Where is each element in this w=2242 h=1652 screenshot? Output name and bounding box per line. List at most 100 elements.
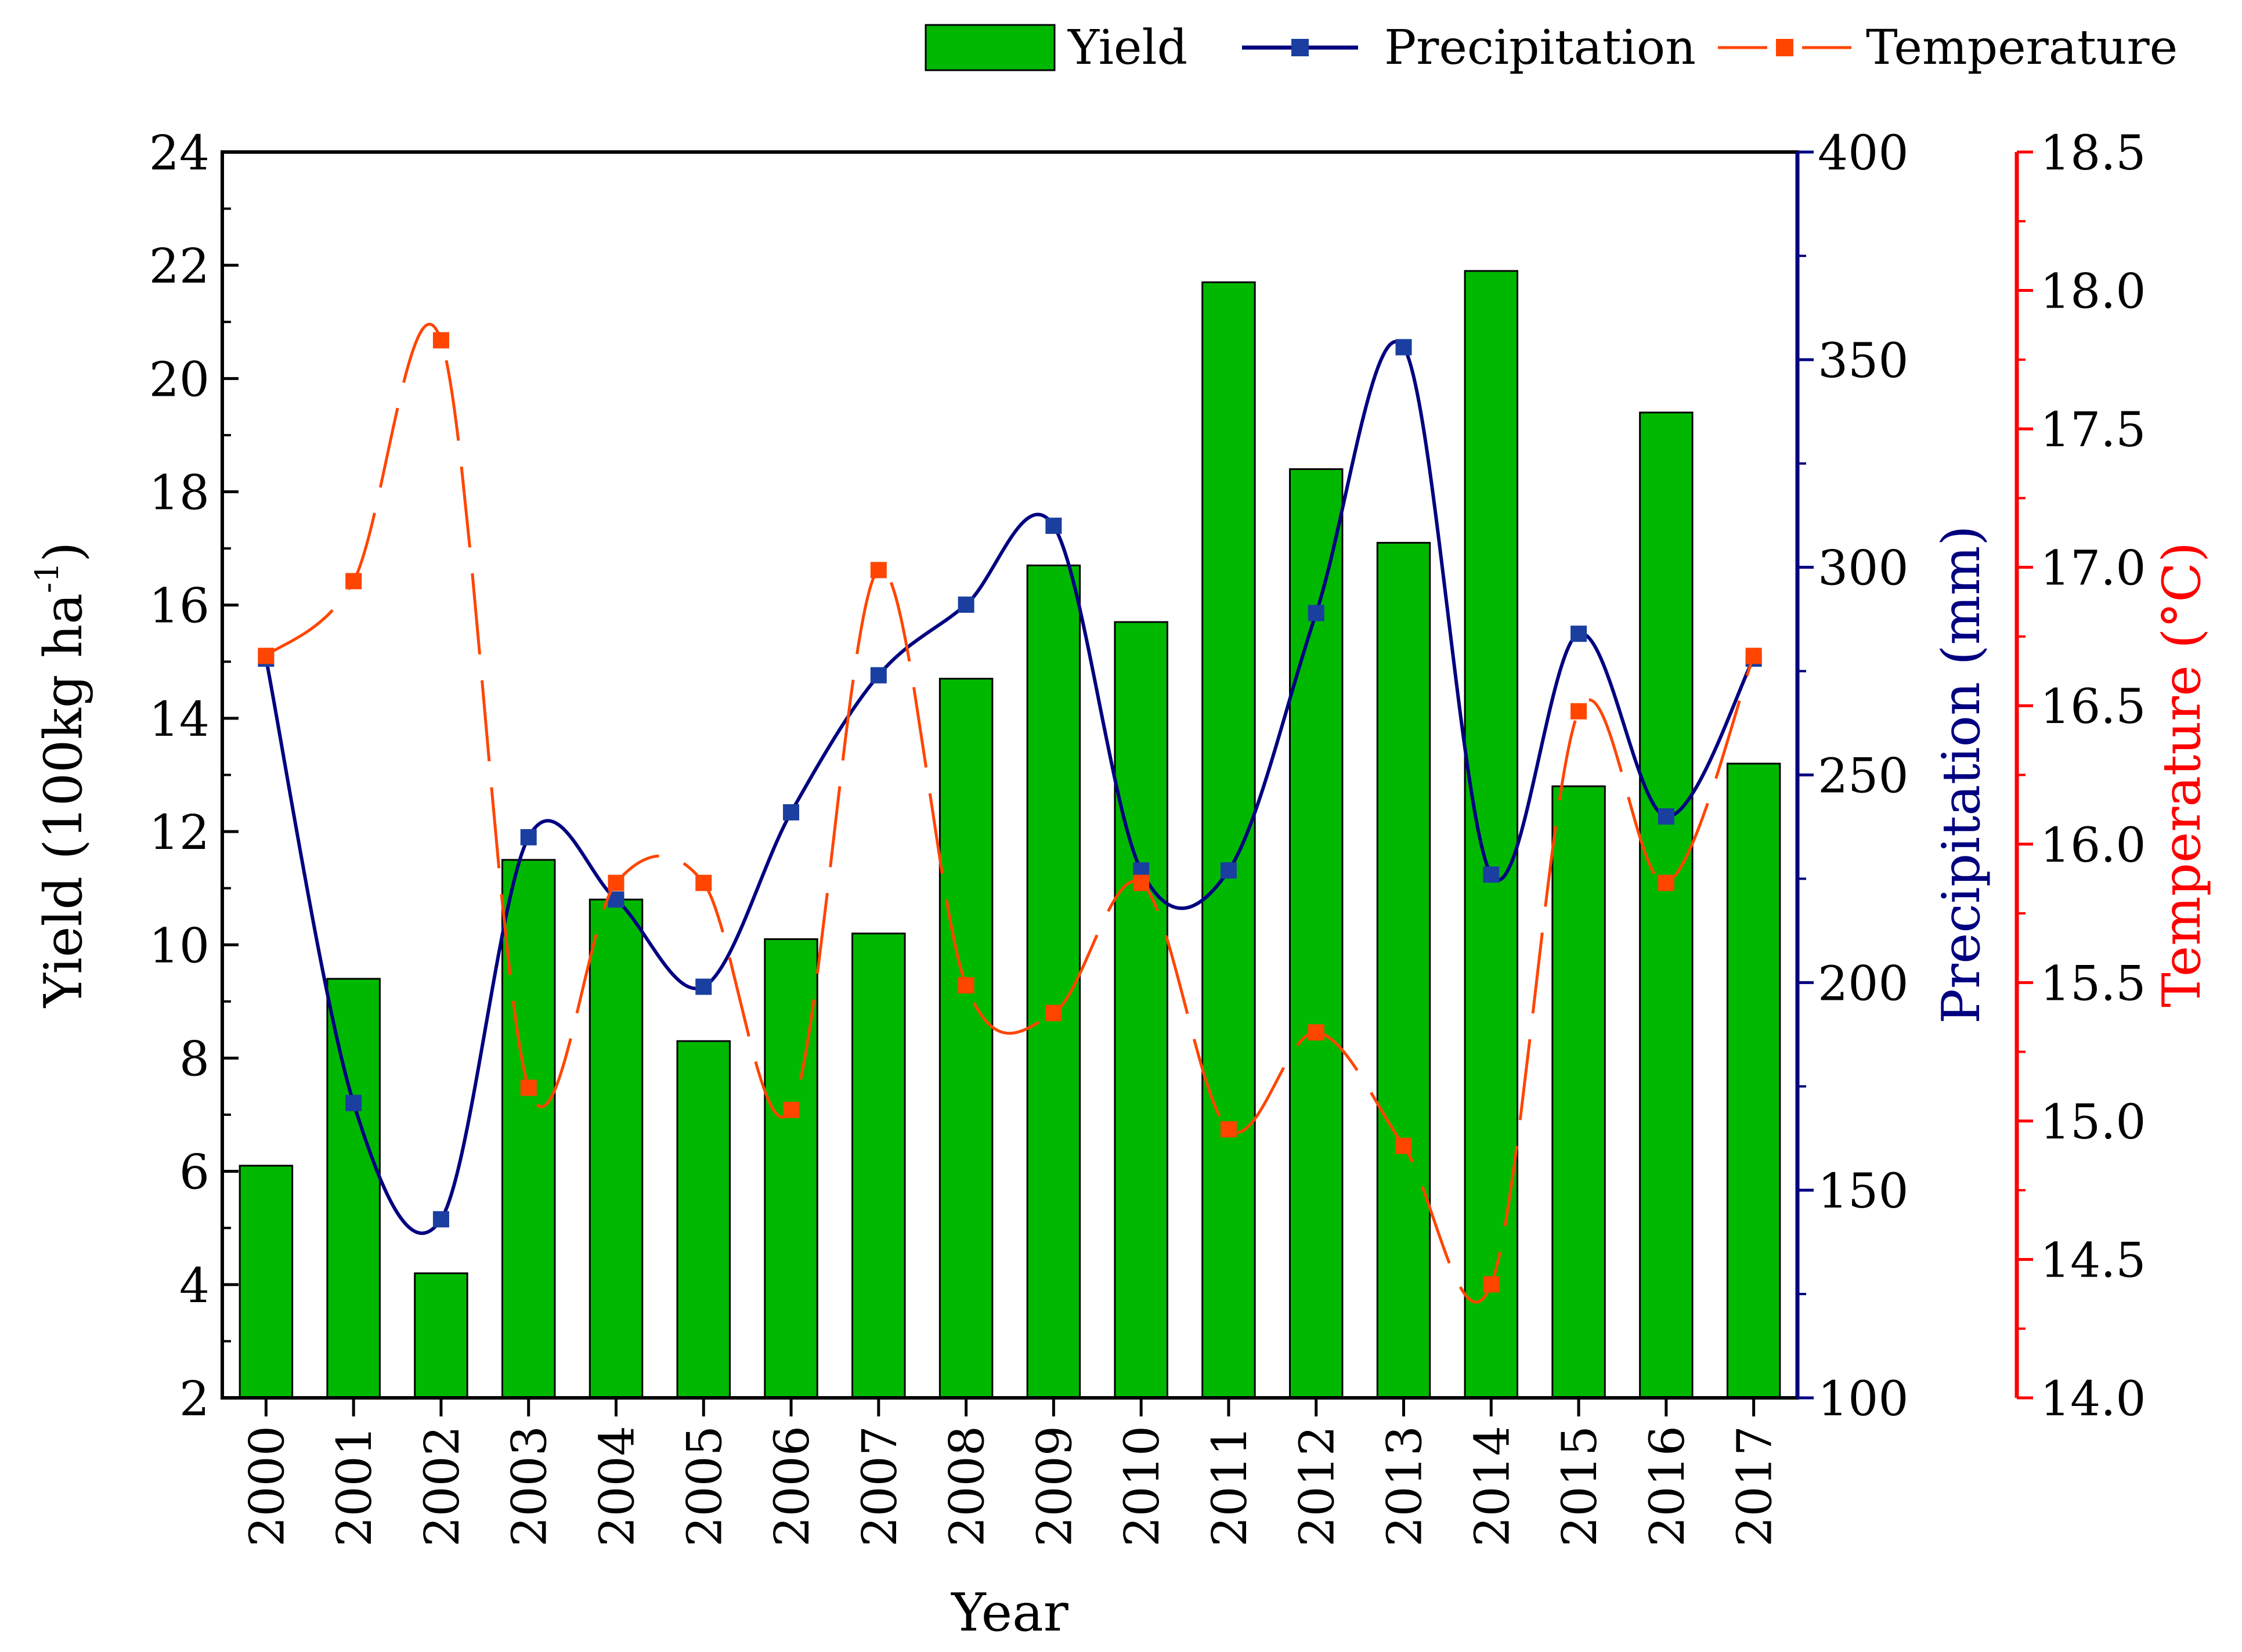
bar-yield-2012	[1288, 468, 1344, 1399]
marker-temperature-2005	[695, 874, 712, 891]
legend-temperature-label: Temperature	[1866, 20, 2178, 75]
bar-yield-2004	[589, 898, 644, 1399]
marker-precipitation-2015	[1571, 626, 1587, 642]
y-tick-label-12: 12	[149, 805, 210, 861]
x-tick-label-2003: 2003	[503, 1426, 558, 1547]
x-tick-label-2007: 2007	[853, 1426, 908, 1547]
marker-temperature-2008	[958, 977, 974, 994]
x-tick-label-2017: 2017	[1728, 1426, 1783, 1547]
x-tick-label-2006: 2006	[765, 1426, 820, 1547]
marker-temperature-2003	[520, 1079, 537, 1096]
x-tick-label-2014: 2014	[1465, 1426, 1520, 1547]
x-tick-label-2015: 2015	[1553, 1426, 1608, 1547]
bar-yield-2006	[764, 938, 818, 1399]
bar-yield-2000	[239, 1165, 294, 1399]
y-tick-label-20: 20	[149, 352, 210, 407]
y-tick-label-14: 14	[149, 692, 210, 747]
x-tick-label-2000: 2000	[240, 1426, 295, 1547]
lines	[258, 323, 1762, 1304]
marker-precipitation-2001	[345, 1094, 362, 1111]
precipitation-tick-label-350: 350	[1818, 334, 1909, 389]
x-tick-label-2004: 2004	[590, 1426, 645, 1547]
y-tick-label-16: 16	[149, 579, 210, 634]
marker-precipitation-2009	[1045, 518, 1062, 534]
x-tick-label-2009: 2009	[1027, 1426, 1082, 1547]
marker-precipitation-2003	[520, 829, 537, 845]
bar-yield-2009	[1026, 564, 1081, 1399]
bar-yield-2014	[1464, 270, 1519, 1399]
y-axis-title-close: )	[33, 542, 94, 562]
bar-yield-2002	[414, 1272, 468, 1399]
line-temperature	[265, 323, 1755, 1304]
x-tick-label-2010: 2010	[1115, 1426, 1170, 1547]
temperature-tick-label-17.0: 17.0	[2040, 541, 2146, 597]
marker-temperature-2002	[432, 332, 449, 349]
y-tick-label-6: 6	[179, 1145, 210, 1201]
precipitation-tick-label-100: 100	[1818, 1372, 1909, 1427]
marker-temperature-2012	[1308, 1024, 1324, 1041]
bar-yield-2015	[1551, 785, 1606, 1399]
x-tick-label-2011: 2011	[1203, 1426, 1258, 1547]
temperature-tick-label-18.0: 18.0	[2040, 265, 2146, 320]
bar-yield-2005	[676, 1040, 731, 1399]
bar-yield-2010	[1114, 621, 1168, 1399]
bar-yield-2016	[1639, 411, 1694, 1399]
marker-temperature-2009	[1045, 1004, 1062, 1021]
precipitation-tick-label-250: 250	[1818, 749, 1909, 804]
x-tick-label-2013: 2013	[1378, 1426, 1433, 1547]
y-axis-title-sup: -1	[28, 562, 66, 594]
marker-temperature-2006	[783, 1101, 800, 1118]
y-tick-label-8: 8	[179, 1032, 210, 1087]
y-tick-label-18: 18	[149, 466, 210, 521]
precipitation-tick-label-150: 150	[1818, 1164, 1909, 1219]
x-tick-label-2012: 2012	[1290, 1426, 1345, 1547]
temperature-tick-label-14.0: 14.0	[2040, 1372, 2146, 1427]
precipitation-tick-label-200: 200	[1818, 956, 1909, 1011]
marker-temperature-2000	[258, 648, 275, 664]
temperature-tick-label-15.5: 15.5	[2040, 956, 2146, 1011]
legend-precipitation-label: Precipitation	[1384, 20, 1696, 75]
marker-temperature-2016	[1658, 874, 1674, 891]
temperature-tick-label-18.5: 18.5	[2040, 126, 2146, 181]
x-tick-label-2005: 2005	[677, 1426, 732, 1547]
temperature-tick-label-14.5: 14.5	[2040, 1233, 2146, 1288]
marker-temperature-2001	[345, 573, 362, 590]
legend-yield-label: Yield	[1067, 20, 1187, 75]
marker-temperature-2014	[1483, 1276, 1500, 1293]
bar-yield-2008	[938, 678, 994, 1399]
marker-precipitation-2005	[695, 978, 712, 995]
marker-precipitation-2008	[958, 597, 974, 613]
marker-temperature-2010	[1133, 874, 1150, 891]
y-tick-label-22: 22	[149, 239, 210, 294]
bar-yield-2007	[851, 932, 906, 1399]
y-tick-label-4: 4	[179, 1259, 210, 1314]
bar-yield-2017	[1726, 762, 1781, 1399]
bar-yield-2001	[326, 978, 381, 1399]
y-tick-label-24: 24	[149, 126, 210, 181]
y-tick-label-2: 2	[179, 1372, 210, 1427]
temperature-tick-label-16.0: 16.0	[2040, 818, 2146, 873]
marker-temperature-2015	[1571, 703, 1587, 720]
marker-temperature-2004	[608, 874, 624, 891]
precipitation-tick-label-300: 300	[1818, 541, 1909, 597]
y-axis-title: Yield (100kg ha-1)	[28, 542, 94, 1009]
bar-yield-2003	[501, 859, 556, 1399]
marker-precipitation-2002	[432, 1211, 449, 1228]
line-precipitation	[264, 339, 1756, 1235]
x-axis-title: Year	[950, 1582, 1069, 1643]
precipitation-axis-title: Precipitation (mm)	[1931, 526, 1992, 1024]
marker-temperature-2013	[1395, 1137, 1412, 1154]
legend-temperature-marker	[1776, 39, 1793, 56]
legend: Yield Precipitation Temperature	[925, 20, 2178, 75]
temperature-tick-label-15.0: 15.0	[2040, 1095, 2146, 1150]
legend-yield-swatch	[925, 24, 1056, 71]
x-tick-label-2002: 2002	[415, 1426, 470, 1547]
legend-precipitation-marker	[1291, 39, 1309, 56]
x-tick-label-2016: 2016	[1640, 1426, 1695, 1547]
temperature-tick-label-17.5: 17.5	[2040, 403, 2146, 458]
marker-precipitation-2014	[1483, 866, 1500, 883]
bar-yield-2011	[1201, 281, 1256, 1399]
bar-yield-2013	[1376, 541, 1431, 1399]
marker-precipitation-2007	[870, 667, 887, 684]
